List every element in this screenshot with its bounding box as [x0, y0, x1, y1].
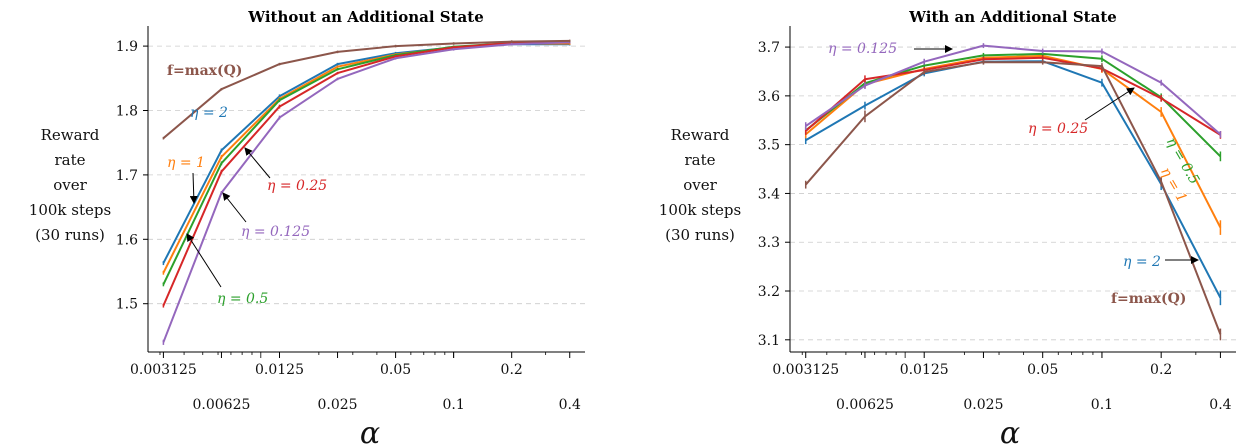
x-tick-label: 0.1: [1091, 397, 1113, 413]
y-axis-label-line: 100k steps: [29, 201, 111, 219]
x-tick-label: 0.003125: [130, 362, 197, 378]
series-line: [805, 56, 1221, 136]
series-line: [804, 61, 1222, 335]
y-tick-label: 1.7: [116, 168, 138, 184]
y-tick-label: 1.8: [116, 104, 138, 120]
y-tick-label: 3.7: [758, 40, 780, 56]
x-axis-label: α: [360, 416, 380, 446]
chart-title: With an Additional State: [908, 8, 1117, 26]
series-line: [162, 41, 570, 306]
annotation-arrow: [222, 192, 247, 223]
series-line: [805, 52, 1222, 158]
y-axis-label-line: (30 runs): [665, 226, 735, 244]
x-tick-label: 0.4: [1209, 397, 1231, 413]
y-axis-label: Reward rate over 100k steps (30 runs): [29, 126, 111, 244]
series-annotation: η = 0.5: [217, 291, 268, 307]
annotation-arrow: [189, 172, 198, 204]
series-f=max(Q): [162, 39, 571, 140]
series-annotation: η = 2: [1123, 254, 1161, 270]
annotation-arrow: [1084, 87, 1135, 121]
y-axis-label-line: Reward: [671, 126, 730, 144]
y-axis-label: Reward rate over 100k steps (30 runs): [659, 126, 741, 244]
y-axis-label-line: rate: [54, 151, 85, 169]
x-tick-label: 0.00625: [836, 397, 894, 413]
y-axis-label-line: rate: [684, 151, 715, 169]
series-η = 0.25: [162, 40, 571, 308]
y-axis-label-line: over: [683, 176, 717, 194]
series-annotation: η = 0.25: [1028, 121, 1088, 137]
x-tick-label: 0.4: [559, 397, 581, 413]
series-η = 0.125: [804, 43, 1222, 138]
series-f=max(Q): [804, 59, 1222, 341]
y-tick-label: 3.3: [758, 235, 780, 251]
y-tick-label: 3.4: [758, 186, 780, 202]
series-annotation: f=max(Q): [1111, 291, 1186, 307]
y-tick-label: 1.5: [116, 297, 138, 313]
y-axis-label-line: 100k steps: [659, 201, 741, 219]
chart-panel-1: Without an Additional State 1.5 1.6 1.7 1.8 1…: [29, 8, 585, 446]
chart-panel-2: With an Additional State 3.1 3.2 3.3 3.4 3.5 3…: [659, 8, 1236, 446]
series-annotation: η = 0.25: [267, 178, 327, 194]
y-axis-label-line: (30 runs): [35, 226, 105, 244]
annotation-arrow: [186, 233, 222, 288]
x-tick-label: 0.05: [380, 362, 411, 378]
x-tick-label: 0.2: [1150, 362, 1172, 378]
y-tick-label: 1.6: [116, 232, 138, 248]
series-annotation: η = 0.125: [241, 224, 310, 240]
x-tick-label: 0.2: [501, 362, 523, 378]
x-tick-label: 0.025: [963, 397, 1003, 413]
y-tick-label: 3.5: [758, 138, 780, 154]
y-tick-label: 3.6: [758, 89, 780, 105]
annotation-arrow: [244, 147, 271, 179]
x-tick-label: 0.0125: [900, 362, 949, 378]
series-η = 0.5: [804, 51, 1222, 162]
y-tick-label: 1.9: [116, 39, 138, 55]
series-line: [805, 44, 1222, 136]
x-tick-label: 0.003125: [772, 362, 839, 378]
y-tick-label: 3.2: [758, 284, 780, 300]
series-annotation: η = 1: [167, 155, 205, 171]
series-η = 0.25: [804, 55, 1222, 139]
y-tick-label: 3.1: [758, 333, 780, 349]
y-axis-label-line: over: [53, 176, 87, 194]
series-annotation: η = 2: [190, 105, 228, 121]
x-tick-label: 0.1: [443, 397, 465, 413]
series-annotation: f=max(Q): [167, 63, 242, 79]
x-axis-label: α: [1000, 416, 1020, 446]
series-line: [162, 41, 570, 343]
x-tick-label: 0.00625: [192, 397, 250, 413]
chart-title: Without an Additional State: [247, 8, 483, 26]
series-annotation: η = 0.125: [828, 41, 897, 57]
series-η = 0.125: [162, 40, 571, 345]
x-tick-label: 0.025: [317, 397, 357, 413]
x-tick-label: 0.0125: [255, 362, 304, 378]
y-axis-label-line: Reward: [41, 126, 100, 144]
x-tick-label: 0.05: [1027, 362, 1058, 378]
series-line: [162, 39, 570, 139]
